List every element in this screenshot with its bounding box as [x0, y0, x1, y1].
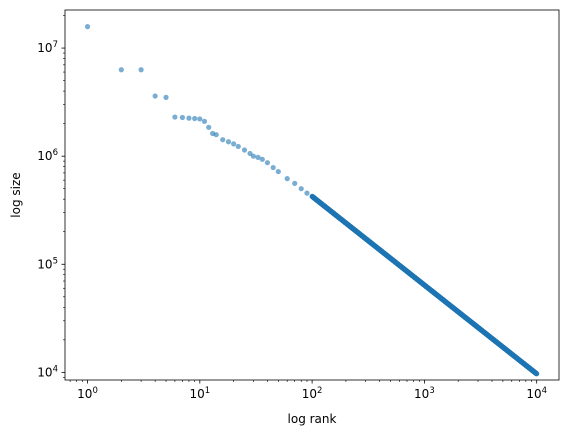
y-tick-label: 105 [37, 256, 58, 271]
data-point [235, 143, 241, 150]
data-point [275, 168, 281, 175]
x-tick-label: 104 [526, 386, 547, 401]
data-point [206, 124, 212, 130]
x-tick-label: 100 [77, 386, 98, 401]
data-point [298, 186, 304, 192]
data-point [534, 371, 540, 377]
data-point [231, 141, 237, 147]
data-point [163, 94, 169, 100]
y-axis-label: log size [9, 172, 23, 217]
y-tick-label: 107 [37, 40, 58, 55]
data-point [259, 156, 265, 162]
data-point [304, 190, 310, 196]
data-point [241, 147, 248, 153]
data-point [84, 24, 91, 30]
x-axis-ticks: 100 101 102 103 104 [69, 380, 547, 401]
data-point [201, 118, 208, 124]
data-point [284, 176, 290, 182]
data-point [292, 180, 298, 186]
data-point [270, 164, 276, 171]
data-point [250, 153, 256, 159]
data-point [197, 116, 203, 122]
data-point [152, 93, 158, 99]
data-point [118, 67, 124, 73]
x-axis-label: log rank [288, 412, 337, 426]
y-axis-ticks: 104 105 106 107 [37, 15, 65, 379]
data-point [192, 115, 198, 122]
data-point [172, 114, 178, 120]
y-tick-label: 104 [37, 364, 58, 379]
data-point [213, 132, 219, 138]
x-tick-label: 101 [189, 386, 210, 401]
data-point [220, 137, 226, 143]
data-point [225, 139, 232, 145]
data-point [255, 154, 261, 160]
data-point [138, 67, 144, 73]
data-point [186, 115, 192, 121]
data-point [179, 114, 186, 121]
y-tick-label: 106 [37, 148, 58, 163]
points-layer [84, 24, 540, 377]
x-tick-label: 102 [302, 386, 323, 401]
data-point [264, 160, 271, 166]
x-tick-label: 103 [414, 386, 435, 401]
